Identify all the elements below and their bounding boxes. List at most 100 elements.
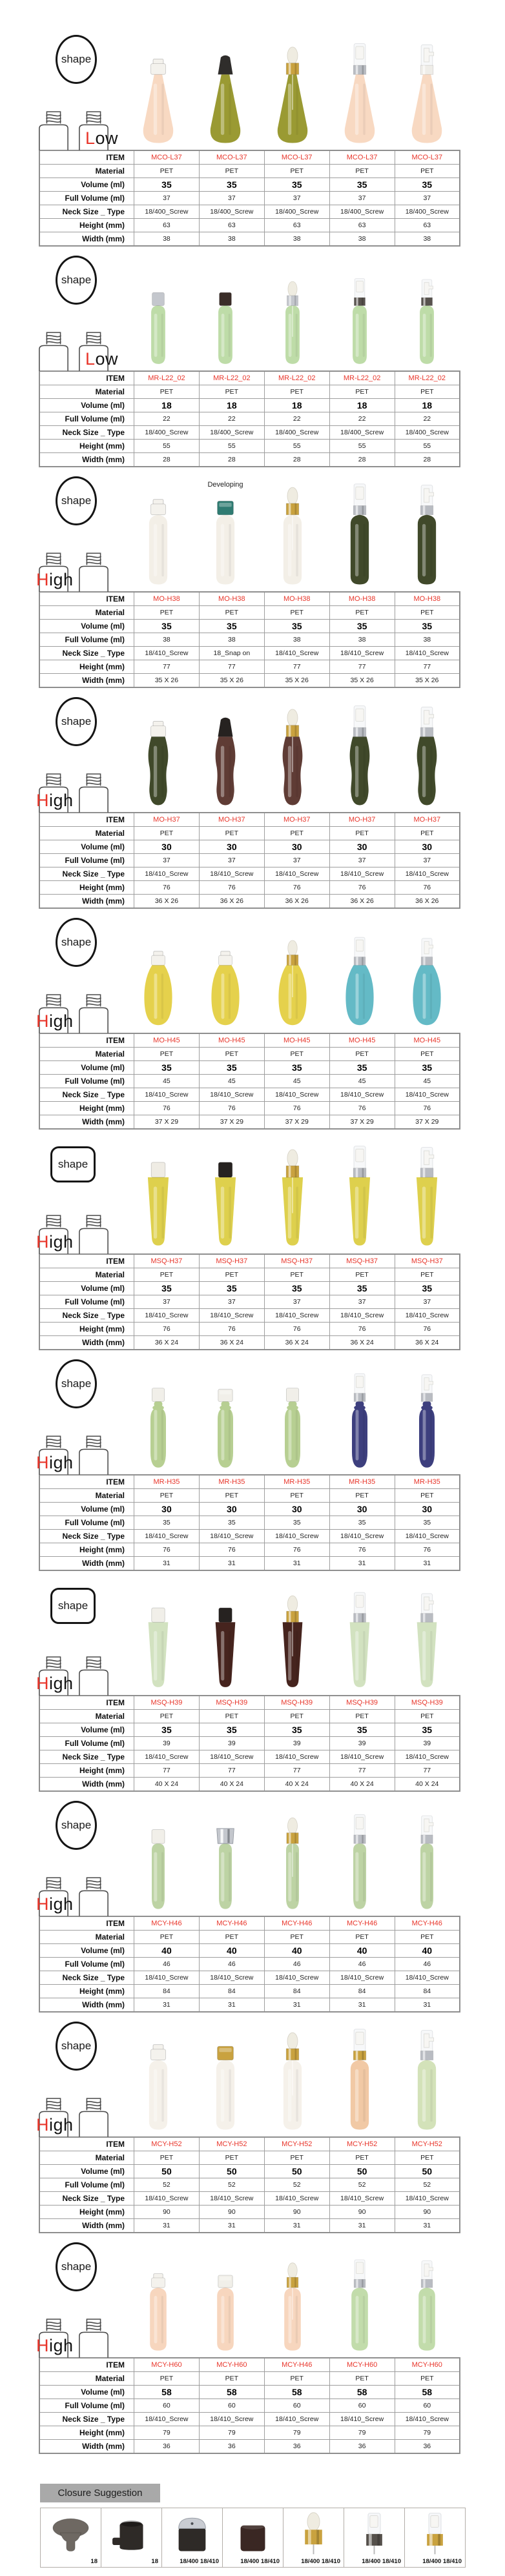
spec-value: 18/410_Screw (394, 2191, 460, 2206)
spec-value: PET (198, 826, 265, 840)
spec-value: 18/410_Screw (394, 646, 460, 660)
spec-value: 31 (263, 1556, 330, 1571)
spec-value: PET (198, 605, 265, 620)
spec-value: 18/410_Screw (198, 2191, 265, 2206)
spec-row-label: Material (39, 1268, 134, 1282)
product-bottle-image (419, 1374, 435, 1468)
spec-value: 31 (329, 2218, 395, 2233)
spec-row-full_volume: Full Volume (ml) 22 22 22 22 22 (39, 412, 460, 426)
developing-note: Developing (207, 481, 243, 489)
spec-value: 45 (134, 1074, 200, 1088)
spec-value: 18 (329, 398, 395, 412)
spec-value: PET (329, 1930, 395, 1944)
spec-row-height: Height (mm) 63 63 63 63 63 (39, 218, 460, 232)
product-bottle-image (417, 2030, 437, 2130)
spec-value: 28 (394, 452, 460, 467)
spec-table: ITEM MCY-H52 MCY-H52 MCY-H52 MCY-H52 MCY-H52 … (39, 2136, 460, 2233)
bottle-images (125, 1130, 505, 1253)
spec-value: 35 (263, 619, 330, 633)
spec-value: PET (198, 385, 265, 399)
spec-value: PET (394, 385, 460, 399)
spec-value: 22 (134, 412, 200, 426)
spec-value: MO-H45 (394, 1033, 460, 1048)
spec-value: 60 (394, 2399, 460, 2413)
spec-row-neck: Neck Size _ Type 18/400_Screw 18/400_Screw… (39, 425, 460, 440)
spec-value: 35 (134, 1281, 200, 1295)
bottle-neck-icon (79, 553, 108, 592)
spec-value: 35 (134, 619, 200, 633)
spec-row-neck: Neck Size _ Type 18/410_Screw 18/410_Screw… (39, 1971, 460, 1985)
bottle-slot (192, 270, 259, 370)
spec-value: 76 (198, 1322, 265, 1336)
spec-value: MCY-H52 (263, 2136, 330, 2151)
spec-value: PET (394, 1930, 460, 1944)
spec-value: PET (134, 1488, 200, 1503)
product-bottle-image (349, 705, 370, 806)
spec-value: 76 (263, 880, 330, 895)
product-bottle-image (420, 279, 434, 364)
product-section-MCO-L37: shape Low (0, 26, 505, 247)
spec-value: 18/410_Screw (134, 1088, 200, 1102)
spec-value: 22 (329, 412, 395, 426)
product-bottle-image (417, 706, 437, 806)
spec-row-height: Height (mm) 90 90 90 90 90 (39, 2205, 460, 2219)
bottle-slot (125, 2023, 192, 2136)
spec-value: 84 (198, 1984, 265, 1998)
product-bottle-image (150, 1388, 166, 1468)
spec-value: 36 X 24 (329, 1335, 395, 1350)
product-bottle-image (214, 1162, 236, 1246)
spec-value: 30 (394, 1502, 460, 1516)
spec-value: 35 (134, 1060, 200, 1075)
spec-value: 35 (394, 177, 460, 192)
bottle-slot (125, 1809, 192, 1916)
bottle-neck-icon (39, 1877, 68, 1916)
spec-row-item: ITEM MO-H37 MO-H37 MO-H37 MO-H37 MO-H37 (39, 812, 460, 827)
spec-value: 79 (394, 2426, 460, 2440)
bottle-slot (192, 930, 259, 1033)
spec-row-height: Height (mm) 76 76 76 76 76 (39, 1101, 460, 1115)
bottle-slot (326, 478, 393, 591)
dropper-closure-icon (305, 2512, 322, 2555)
spec-row-neck: Neck Size _ Type 18/410_Screw 18/410_Screw… (39, 1308, 460, 1323)
shape-legend: shape High (0, 2233, 125, 2358)
spec-value: PET (134, 1047, 200, 1061)
spec-value: 36 (329, 2439, 395, 2454)
spec-table: ITEM MR-H35 MR-H35 MR-H35 MR-H35 MR-H35 Mater… (39, 1474, 460, 1571)
spec-value: 22 (263, 412, 330, 426)
spec-value: PET (198, 1488, 265, 1503)
spec-row-label: Volume (ml) (39, 2385, 134, 2399)
bottle-photo-row: shape High (0, 909, 505, 1033)
spec-row-neck: Neck Size _ Type 18/410_Screw 18/410_Screw… (39, 1088, 460, 1102)
spec-value: MCY-H46 (134, 1916, 200, 1931)
product-section-MO-H37: shape High (0, 688, 505, 909)
spec-row-width: Width (mm) 36 36 36 36 36 (39, 2439, 460, 2454)
shape-legend: shape High (0, 909, 125, 1033)
spec-value: 77 (329, 660, 395, 674)
spec-row-height: Height (mm) 77 77 77 77 77 (39, 660, 460, 674)
spec-value: 18/410_Screw (329, 1088, 395, 1102)
spec-row-label: Height (mm) (39, 880, 134, 895)
spec-value: 76 (329, 880, 395, 895)
spec-value: PET (134, 2371, 200, 2386)
bottle-images (125, 2013, 505, 2136)
bottle-neck-icon (39, 553, 68, 592)
spec-value: 37 (394, 191, 460, 205)
bottle-slot (326, 1809, 393, 1916)
spec-value: 37 X 29 (198, 1115, 265, 1130)
spec-value: 18 (134, 398, 200, 412)
spec-value: 35 (198, 1060, 265, 1075)
spec-value: 31 (394, 2218, 460, 2233)
bottle-slot (393, 270, 460, 370)
spec-value: 76 (134, 1101, 200, 1115)
spec-value: 31 (134, 1556, 200, 1571)
spec-value: 45 (394, 1074, 460, 1088)
spec-value: MO-H37 (394, 812, 460, 827)
spec-row-label: Material (39, 1930, 134, 1944)
spec-value: 31 (263, 2218, 330, 2233)
spec-row-full_volume: Full Volume (ml) 35 35 35 35 35 (39, 1516, 460, 1530)
spec-value: 35 (198, 1516, 265, 1530)
spec-value: PET (198, 1268, 265, 1282)
spec-value: 18/410_Screw (263, 867, 330, 881)
profile-level-label: Low (85, 128, 119, 148)
bottle-slot (192, 37, 259, 150)
